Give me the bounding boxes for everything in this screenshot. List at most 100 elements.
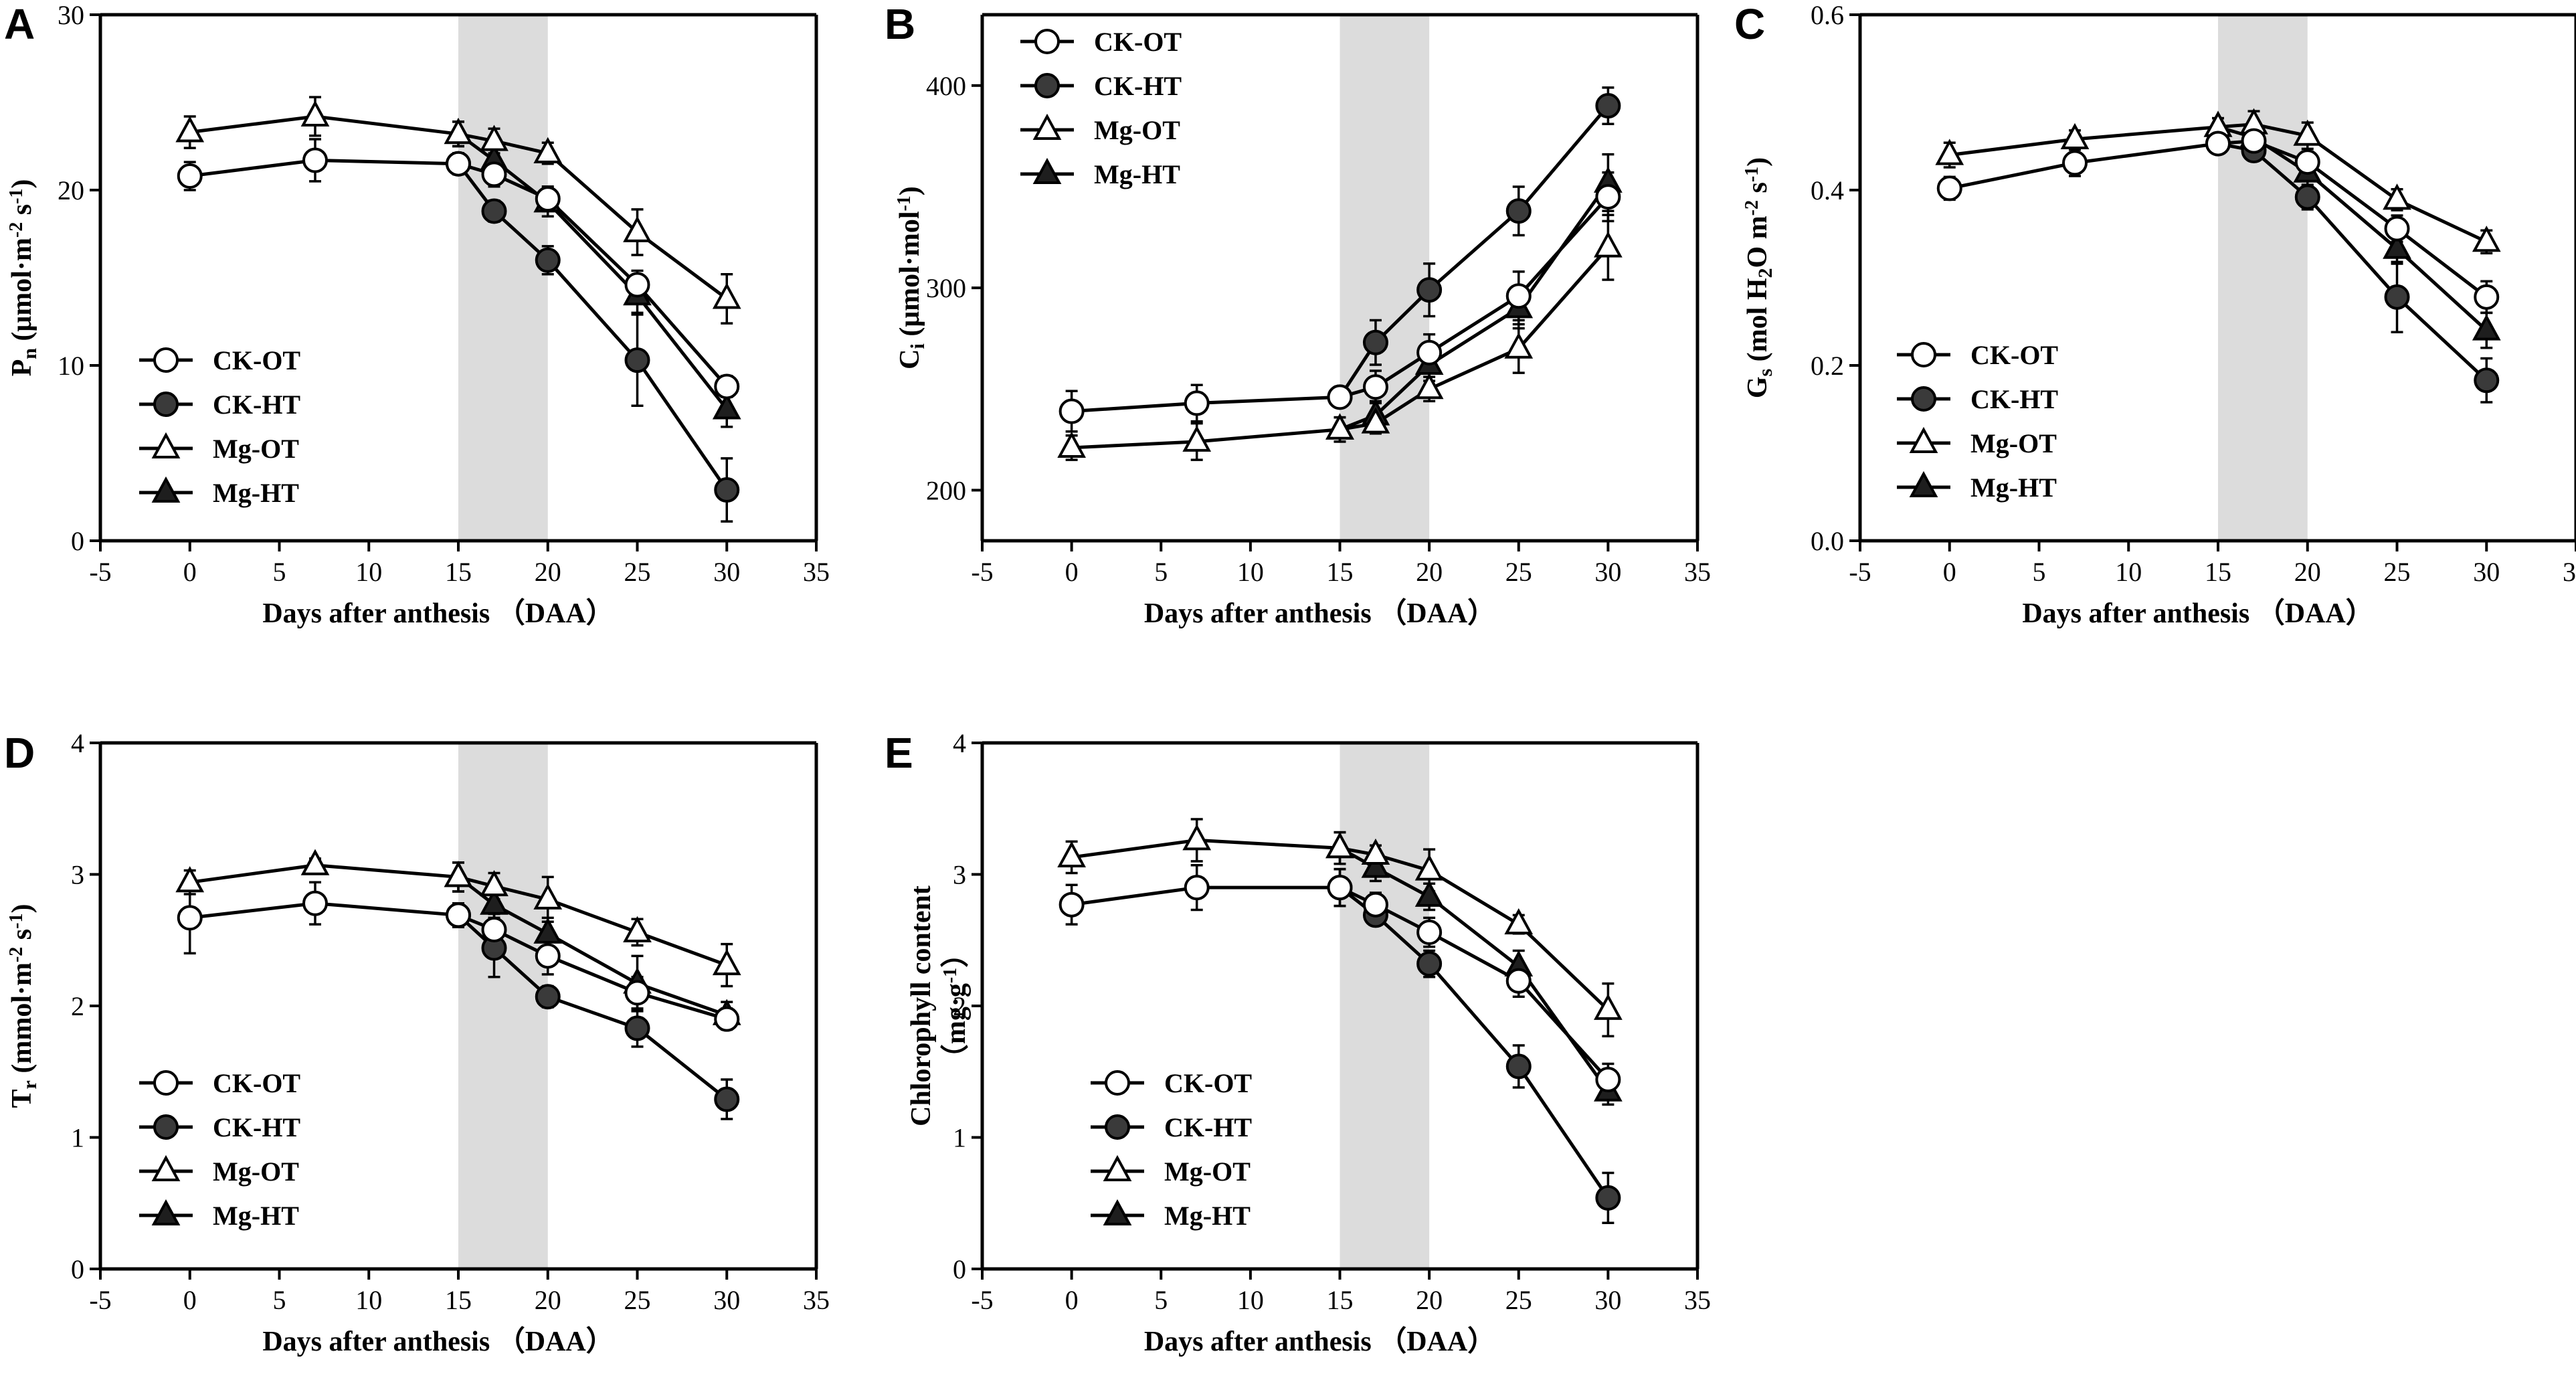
x-tick-label: 15 (445, 1285, 472, 1315)
y-tick-label: 0.6 (1811, 0, 1844, 30)
data-point-ck-ht (481, 198, 507, 224)
x-tick-label: -5 (971, 557, 993, 587)
legend-label: CK-OT (1094, 27, 1182, 57)
x-tick-label: 15 (1327, 557, 1354, 587)
y-axis-label-unit: （mg·g-1） (940, 940, 972, 1072)
data-point-ck-ot (177, 905, 203, 931)
data-point-ck-ot (714, 1006, 740, 1032)
legend-label: Mg-OT (1094, 115, 1180, 145)
data-point-ck-ot (446, 902, 471, 928)
data-point-mg-ot (1057, 431, 1086, 458)
x-tick-label: 25 (2384, 557, 2411, 587)
data-point-mg-ot (175, 866, 205, 893)
data-point-mg-ot (1182, 425, 1212, 452)
y-label-part: (mmol·m (7, 962, 37, 1080)
legend-marker-ck-ot (153, 1070, 179, 1096)
data-point-mg-ot (444, 861, 473, 887)
data-point-mg-ht (712, 393, 741, 420)
data-point-mg-ot (300, 849, 330, 875)
legend-marker-mg-ht (1909, 470, 1938, 497)
x-tick-label: 5 (1154, 1285, 1168, 1315)
legend-label: Mg-HT (213, 1201, 299, 1231)
data-point-ck-ot (1505, 283, 1532, 309)
data-point-ck-ot (714, 373, 740, 400)
panel-a-letter: A (4, 0, 35, 48)
data-point-ck-ot (624, 272, 650, 298)
y-label-part: -1 (1742, 167, 1762, 182)
y-label-part: ） (940, 940, 972, 968)
data-point-mg-ot (623, 216, 652, 242)
y-label-part: ) (895, 186, 925, 195)
data-point-mg-ht (480, 888, 509, 915)
legend-label: CK-OT (1164, 1068, 1252, 1098)
data-point-ck-ht (714, 477, 740, 503)
data-point-ck-ot (1416, 339, 1443, 365)
legend-marker-ck-ot (1105, 1070, 1130, 1096)
data-point-ck-ht (2384, 284, 2410, 310)
x-tick-label: 35 (1684, 1285, 1711, 1315)
y-tick-label: 0.4 (1811, 175, 1844, 205)
legend-label: CK-HT (1164, 1112, 1252, 1142)
data-point-mg-ot (1057, 841, 1086, 867)
data-point-mg-ht (2472, 314, 2501, 341)
x-tick-label: 10 (355, 1285, 382, 1315)
y-label-part: (μmol·m (7, 238, 37, 348)
data-point-mg-ot (712, 282, 741, 309)
x-tick-label: 20 (1416, 1285, 1443, 1315)
y-label-part: ) (7, 179, 37, 189)
data-point-mg-ot (712, 948, 741, 976)
data-point-mg-ot (1361, 407, 1390, 434)
data-point-ck-ht (535, 984, 561, 1010)
legend-marker-ck-ht (1105, 1114, 1130, 1140)
legend-marker-mg-ot (1909, 426, 1938, 453)
x-tick-label: 25 (1505, 557, 1532, 587)
y-label-part: 2 (1754, 268, 1776, 278)
legend-marker-ck-ot (1034, 29, 1060, 54)
x-tick-label: 0 (183, 557, 197, 587)
heat-period-shade (458, 15, 548, 541)
legend-label: CK-OT (1970, 340, 2058, 370)
legend-marker-mg-ot (1032, 113, 1062, 140)
data-point-ck-ht (1416, 277, 1443, 303)
data-point-ck-ot (2205, 131, 2231, 157)
data-point-mg-ot (1594, 231, 1623, 258)
y-tick-label: 1 (71, 1123, 84, 1153)
y-label-part: -2 (1742, 200, 1762, 216)
legend-label: Mg-HT (1970, 473, 2057, 503)
data-point-ck-ot (302, 147, 328, 173)
data-point-mg-ht (533, 917, 563, 944)
x-axis-label: Days after anthesis （DAA） (1144, 598, 1495, 629)
data-point-ck-ot (1416, 919, 1443, 945)
data-point-ck-ht (1595, 1185, 1621, 1211)
data-point-mg-ot (1325, 413, 1354, 440)
x-tick-label: -5 (1849, 557, 1871, 587)
data-point-ck-ot (1184, 390, 1210, 416)
y-tick-label: 400 (926, 71, 966, 101)
y-label-part: ) (1742, 157, 1773, 167)
x-axis-label: Days after anthesis （DAA） (262, 1326, 614, 1357)
y-axis-label: Pn (μmol·m-2 s-1) (6, 179, 40, 377)
data-point-ck-ot (535, 943, 561, 969)
y-tick-label: 0.0 (1811, 526, 1844, 556)
x-tick-label: 0 (1065, 1285, 1079, 1315)
y-axis-label: Ci (μmol·mol-1) (894, 186, 928, 369)
y-label-part: -1 (894, 195, 915, 211)
data-point-mg-ot (1504, 908, 1534, 935)
panel-b-letter: B (885, 0, 915, 48)
x-tick-label: 10 (355, 557, 382, 587)
data-point-mg-ot (533, 883, 563, 910)
x-tick-label: 10 (2115, 557, 2142, 587)
legend-marker-mg-ot (1103, 1154, 1132, 1181)
y-tick-label: 0 (953, 1254, 966, 1284)
legend-marker-mg-ot (151, 432, 181, 458)
panel-d-letter: D (4, 729, 35, 777)
data-point-mg-ot (1935, 139, 1964, 165)
data-point-mg-ot (2293, 119, 2322, 146)
x-tick-label: 20 (2294, 557, 2321, 587)
y-label-part: s (1754, 369, 1776, 377)
y-tick-label: 4 (953, 728, 966, 758)
data-point-ck-ht (1416, 951, 1443, 977)
x-tick-label: 25 (624, 557, 651, 587)
